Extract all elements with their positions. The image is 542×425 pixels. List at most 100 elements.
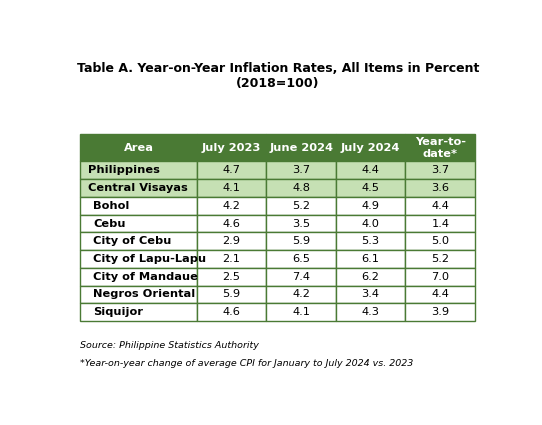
Bar <box>197 268 266 286</box>
Bar <box>336 134 405 162</box>
Bar <box>197 215 266 232</box>
Bar <box>197 303 266 321</box>
Text: 4.6: 4.6 <box>223 307 241 317</box>
Text: City of Cebu: City of Cebu <box>93 236 171 246</box>
Text: 5.3: 5.3 <box>362 236 379 246</box>
Text: Negros Oriental: Negros Oriental <box>93 289 195 299</box>
Text: 3.5: 3.5 <box>292 218 310 229</box>
Text: 7.0: 7.0 <box>431 272 449 282</box>
Bar <box>266 286 336 303</box>
Bar <box>336 286 405 303</box>
Text: 7.4: 7.4 <box>292 272 310 282</box>
Bar <box>197 134 266 162</box>
Text: 2.1: 2.1 <box>223 254 241 264</box>
Bar <box>405 197 475 215</box>
Bar <box>336 179 405 197</box>
Bar <box>197 162 266 179</box>
Bar <box>405 162 475 179</box>
Text: 6.2: 6.2 <box>362 272 379 282</box>
Text: 1.4: 1.4 <box>431 218 449 229</box>
Text: 4.6: 4.6 <box>223 218 241 229</box>
Bar <box>405 232 475 250</box>
Text: 4.4: 4.4 <box>362 165 379 176</box>
Bar <box>266 268 336 286</box>
Bar <box>197 250 266 268</box>
Text: 5.2: 5.2 <box>292 201 310 211</box>
Text: Cebu: Cebu <box>93 218 125 229</box>
Bar <box>336 232 405 250</box>
Bar <box>197 232 266 250</box>
Text: July 2024: July 2024 <box>341 143 400 153</box>
Bar <box>266 134 336 162</box>
Text: 4.4: 4.4 <box>431 201 449 211</box>
Text: 4.4: 4.4 <box>431 289 449 299</box>
Bar <box>197 179 266 197</box>
Bar <box>405 286 475 303</box>
Text: 6.5: 6.5 <box>292 254 310 264</box>
Bar <box>197 286 266 303</box>
Text: 3.4: 3.4 <box>362 289 379 299</box>
Text: Philippines: Philippines <box>88 165 160 176</box>
Bar <box>80 268 197 286</box>
Bar <box>266 250 336 268</box>
Text: 5.2: 5.2 <box>431 254 449 264</box>
Bar <box>266 215 336 232</box>
Bar <box>336 250 405 268</box>
Bar <box>336 197 405 215</box>
Bar <box>266 162 336 179</box>
Bar <box>336 162 405 179</box>
Text: 5.9: 5.9 <box>223 289 241 299</box>
Bar <box>80 303 197 321</box>
Text: 3.6: 3.6 <box>431 183 449 193</box>
Text: 4.8: 4.8 <box>292 183 310 193</box>
Text: City of Lapu-Lapu: City of Lapu-Lapu <box>93 254 206 264</box>
Bar <box>80 286 197 303</box>
Text: *Year-on-year change of average CPI for January to July 2024 vs. 2023: *Year-on-year change of average CPI for … <box>80 359 414 368</box>
Text: Year-to-
date*: Year-to- date* <box>415 137 466 159</box>
Bar <box>266 303 336 321</box>
Bar <box>405 215 475 232</box>
Text: 4.1: 4.1 <box>223 183 241 193</box>
Text: 4.0: 4.0 <box>362 218 379 229</box>
Text: 5.0: 5.0 <box>431 236 449 246</box>
Text: Siquijor: Siquijor <box>93 307 143 317</box>
Text: 2.5: 2.5 <box>223 272 241 282</box>
Text: 3.7: 3.7 <box>431 165 449 176</box>
Text: Table A. Year-on-Year Inflation Rates, All Items in Percent
(2018=100): Table A. Year-on-Year Inflation Rates, A… <box>76 62 479 91</box>
Bar <box>80 232 197 250</box>
Text: City of Mandaue: City of Mandaue <box>93 272 198 282</box>
Bar <box>266 232 336 250</box>
Text: 4.5: 4.5 <box>362 183 379 193</box>
Text: Source: Philippine Statistics Authority: Source: Philippine Statistics Authority <box>80 340 259 350</box>
Text: Bohol: Bohol <box>93 201 130 211</box>
Text: 6.1: 6.1 <box>362 254 379 264</box>
Bar <box>336 215 405 232</box>
Bar <box>405 250 475 268</box>
Bar <box>197 197 266 215</box>
Bar <box>80 250 197 268</box>
Bar <box>405 268 475 286</box>
Bar <box>80 215 197 232</box>
Bar <box>80 197 197 215</box>
Text: 4.9: 4.9 <box>362 201 379 211</box>
Text: Area: Area <box>124 143 153 153</box>
Text: 4.7: 4.7 <box>223 165 241 176</box>
Bar <box>266 179 336 197</box>
Text: 5.9: 5.9 <box>292 236 310 246</box>
Bar <box>336 303 405 321</box>
Bar <box>336 268 405 286</box>
Text: 4.1: 4.1 <box>292 307 310 317</box>
Text: 4.3: 4.3 <box>362 307 379 317</box>
Text: 4.2: 4.2 <box>223 201 241 211</box>
Text: 2.9: 2.9 <box>223 236 241 246</box>
Text: 4.2: 4.2 <box>292 289 310 299</box>
Text: 3.9: 3.9 <box>431 307 449 317</box>
Text: June 2024: June 2024 <box>269 143 333 153</box>
Bar <box>405 303 475 321</box>
Text: Central Visayas: Central Visayas <box>88 183 188 193</box>
Text: July 2023: July 2023 <box>202 143 261 153</box>
Text: 3.7: 3.7 <box>292 165 310 176</box>
Bar <box>80 162 197 179</box>
Bar <box>80 134 197 162</box>
Bar <box>266 197 336 215</box>
